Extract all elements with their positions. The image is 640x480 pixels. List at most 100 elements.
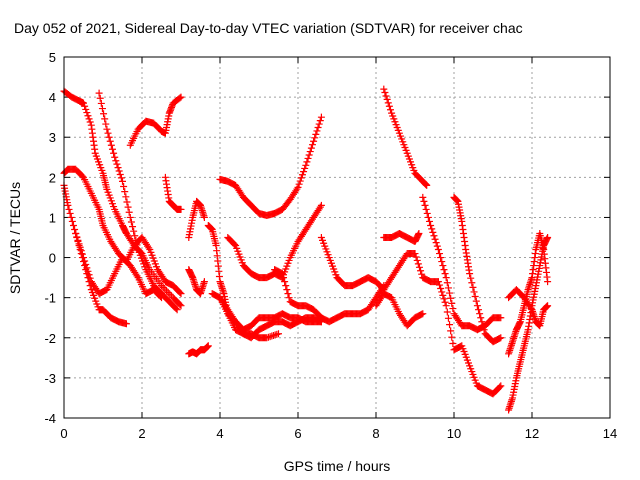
data-point: [158, 294, 165, 302]
data-point: [116, 170, 124, 178]
data-point: [444, 314, 452, 322]
data-point: [83, 109, 91, 117]
data-point: [107, 141, 115, 149]
y-tick-label: 3: [49, 130, 56, 145]
data-point: [448, 333, 456, 341]
series-track-e: [72, 229, 165, 302]
data-point: [85, 271, 93, 279]
data-point: [497, 314, 505, 322]
data-point: [73, 233, 81, 241]
data-point: [472, 297, 480, 305]
data-point: [440, 295, 448, 303]
x-tick-label: 14: [603, 426, 617, 441]
y-tick-label: -3: [44, 371, 56, 386]
data-point: [173, 306, 181, 314]
data-point: [68, 217, 76, 225]
data-point: [544, 302, 552, 310]
y-tick-label: 0: [49, 251, 56, 266]
data-point: [65, 205, 73, 213]
series-track-r: [372, 290, 427, 330]
data-point: [306, 148, 314, 156]
data-point: [300, 168, 308, 176]
data-point: [122, 193, 130, 201]
data-point: [442, 302, 450, 310]
data-point: [444, 284, 452, 292]
data-point: [121, 188, 129, 196]
data-point: [133, 272, 141, 280]
data-point: [110, 149, 118, 157]
data-point: [418, 270, 426, 278]
data-point: [381, 89, 389, 97]
data-point: [84, 112, 92, 120]
data-point: [303, 158, 311, 166]
data-point: [425, 217, 433, 225]
data-point: [385, 102, 393, 110]
series-track-x: [505, 234, 552, 414]
data-point: [69, 221, 77, 229]
data-point: [281, 278, 289, 286]
data-point: [449, 305, 457, 313]
data-point: [317, 113, 325, 121]
series-track-n: [216, 113, 325, 219]
data-point: [177, 93, 185, 101]
data-point: [163, 287, 171, 295]
data-point: [432, 239, 440, 247]
data-point: [469, 283, 477, 291]
data-point: [74, 236, 82, 244]
data-point: [66, 209, 74, 217]
data-point: [441, 270, 449, 278]
data-point: [544, 278, 552, 286]
data-point: [473, 302, 481, 310]
data-point: [200, 278, 208, 286]
data-point: [176, 94, 184, 102]
data-point: [294, 183, 302, 191]
series-track-s: [380, 229, 423, 246]
data-point: [428, 225, 436, 233]
data-point: [293, 185, 301, 193]
data-point: [95, 89, 103, 97]
data-point: [477, 314, 485, 322]
data-point: [420, 197, 428, 205]
data-point: [80, 254, 87, 262]
data-point: [124, 203, 132, 211]
grid: [64, 57, 610, 418]
data-point: [415, 263, 423, 271]
data-point: [315, 120, 323, 128]
data-point: [117, 174, 125, 182]
data-point: [314, 123, 322, 131]
data-point: [82, 105, 90, 113]
data-point: [76, 243, 84, 251]
data-point: [443, 308, 451, 316]
data-point: [475, 306, 483, 314]
data-point: [72, 229, 80, 237]
data-point: [130, 227, 138, 235]
data-point: [295, 180, 303, 188]
y-tick-label: -1: [44, 291, 56, 306]
series-track-f: [126, 93, 185, 149]
data-point: [316, 117, 324, 125]
data-point: [278, 270, 286, 278]
x-tick-label: 12: [525, 426, 539, 441]
data-point: [421, 201, 429, 209]
data-point: [98, 105, 106, 113]
x-tick-label: 8: [372, 426, 379, 441]
data-point: [476, 310, 484, 318]
data-point: [415, 229, 423, 237]
series-track-v: [419, 193, 505, 334]
data-point: [411, 250, 419, 258]
data-point: [102, 120, 110, 128]
y-tick-label: -4: [44, 411, 56, 426]
data-point: [200, 213, 208, 221]
data-point: [436, 281, 444, 289]
data-point: [84, 267, 92, 275]
data-point: [112, 157, 120, 165]
data-point: [441, 298, 449, 306]
data-point: [438, 258, 446, 266]
data-point: [442, 274, 450, 282]
data-point: [133, 241, 141, 249]
data-point: [311, 134, 319, 142]
data-point: [470, 288, 478, 296]
data-point: [97, 99, 105, 107]
data-point: [419, 193, 427, 201]
